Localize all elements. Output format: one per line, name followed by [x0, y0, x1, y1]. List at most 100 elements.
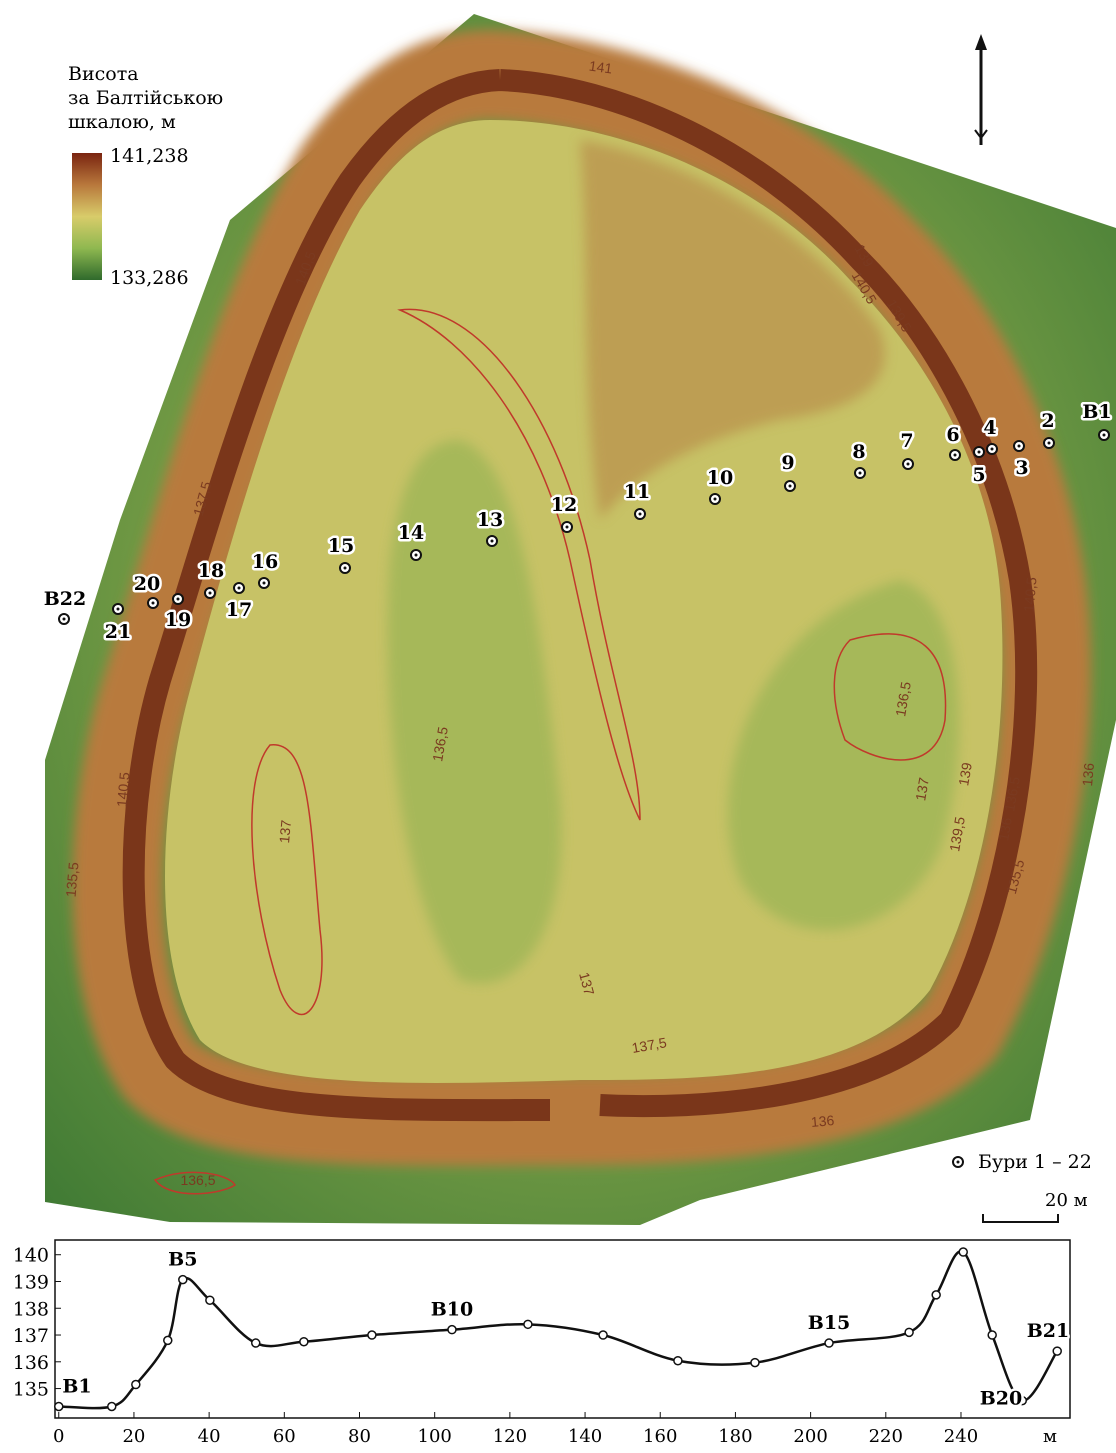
- profile-point: [1052, 1346, 1062, 1356]
- borehole-label: 17: [226, 599, 252, 621]
- profile-point: [131, 1379, 141, 1390]
- interior-low: [727, 580, 960, 931]
- contour-label: 137: [576, 970, 598, 997]
- contour-label: 140,5: [1021, 576, 1040, 613]
- map: 141139140,5139,5140,5137,5136,5136,51371…: [41, 14, 1116, 1225]
- borehole-center: [990, 447, 994, 451]
- point-label: В1: [62, 1375, 91, 1397]
- borehole-label: В22: [44, 588, 87, 610]
- profile-point: [54, 1401, 64, 1412]
- scale-bar: 20 м: [982, 1190, 1088, 1223]
- borehole-center: [953, 453, 957, 457]
- legend-title: за Балтійською: [68, 87, 223, 109]
- contour: [397, 308, 641, 821]
- borehole-center: [151, 601, 155, 605]
- x-tick-label: 240: [944, 1426, 978, 1447]
- profile-point: [205, 1295, 215, 1305]
- contour-label: 136,5: [180, 1172, 215, 1188]
- y-tick-label: 138: [13, 1298, 49, 1320]
- contour-label: 136: [810, 1112, 835, 1130]
- profile-point: [824, 1338, 834, 1348]
- contour-label: 139: [955, 761, 975, 787]
- profile-point: [163, 1335, 173, 1346]
- contour: [833, 633, 947, 761]
- x-axis-label: м: [1043, 1426, 1057, 1447]
- borehole-label: 14: [398, 522, 424, 544]
- x-tick-label: 120: [493, 1426, 527, 1447]
- contour-label: 137,5: [630, 1034, 667, 1056]
- borehole-center: [62, 617, 66, 621]
- legend-max: 141,238: [110, 145, 189, 167]
- profile-point: [673, 1355, 683, 1366]
- borehole-center: [977, 450, 981, 454]
- borehole-center: [176, 597, 180, 601]
- legend-min: 133,286: [110, 267, 189, 289]
- borehole-center: [1017, 444, 1021, 448]
- borehole-label: 8: [852, 441, 865, 463]
- y-tick-label: 137: [13, 1325, 49, 1347]
- x-tick-label: 140: [568, 1426, 602, 1447]
- profile-point: [178, 1274, 188, 1285]
- contour: [251, 744, 323, 1016]
- x-tick-label: 60: [273, 1426, 296, 1447]
- rampart-crest: [122, 69, 1038, 1122]
- borehole-center: [116, 607, 120, 611]
- contour-label: 137: [912, 776, 932, 802]
- y-tick-label: 136: [13, 1352, 49, 1374]
- profile-point: [1017, 1395, 1028, 1406]
- contour-label: 136,5: [1001, 775, 1023, 812]
- borehole-center: [858, 471, 862, 475]
- plot-frame: [54, 1239, 1071, 1419]
- x-tick-label: 20: [122, 1426, 145, 1447]
- x-tick-label: 80: [348, 1426, 371, 1447]
- borehole-center: [490, 539, 494, 543]
- profile-chart: 0 20 40 60 80 100 120 140 160 180 200 220 240 м 135 136…: [13, 1239, 1072, 1447]
- y-tick-label: 135: [13, 1379, 49, 1401]
- profile-point: [750, 1357, 760, 1368]
- borehole-label: 16: [252, 551, 278, 573]
- contour-label: 140,5: [114, 771, 133, 808]
- interior-low: [387, 440, 562, 984]
- borehole-center: [565, 525, 569, 529]
- borehole-label: 18: [198, 560, 224, 582]
- borehole-label: 6: [946, 424, 959, 446]
- contour-label: 137: [276, 819, 294, 844]
- legend: Висота за Балтійською шкалою, м 141,238 …: [68, 63, 223, 289]
- borehole-center: [343, 566, 347, 570]
- borehole-label: 15: [328, 535, 354, 557]
- borehole-label: 10: [707, 467, 733, 489]
- point-label: В5: [168, 1249, 197, 1271]
- borehole-label: 21: [105, 621, 131, 643]
- profile-point: [987, 1330, 997, 1340]
- legend-title: Висота: [68, 63, 139, 85]
- borehole-center: [414, 553, 418, 557]
- borehole-label: 11: [624, 481, 650, 503]
- x-tick-label: 100: [418, 1426, 452, 1447]
- color-ramp: [72, 153, 102, 280]
- x-tick-label: 220: [869, 1426, 903, 1447]
- profile-point: [598, 1330, 608, 1340]
- borehole-label: 4: [983, 417, 996, 439]
- borehole-label: 5: [972, 464, 985, 486]
- contour-label: 135,5: [63, 861, 82, 898]
- x-tick-label: 0: [53, 1426, 64, 1447]
- x-tick-label: 180: [718, 1426, 752, 1447]
- north-arrow: [974, 34, 988, 145]
- borehole-label: 9: [781, 452, 794, 474]
- profile-point: [904, 1327, 914, 1338]
- profile-point: [299, 1336, 309, 1347]
- borehole-center: [1047, 441, 1051, 445]
- y-tick-label: 139: [13, 1271, 49, 1293]
- borehole-center: [262, 581, 266, 585]
- borehole-label: 12: [551, 494, 577, 516]
- profile-point: [447, 1324, 457, 1335]
- point-label: В15: [808, 1312, 851, 1334]
- borehole-legend: Бури 1 – 22: [952, 1151, 1092, 1173]
- borehole-center: [1102, 433, 1106, 437]
- interior-high: [580, 140, 886, 520]
- scale-label: 20 м: [1045, 1190, 1088, 1211]
- point-label: В20: [980, 1388, 1023, 1410]
- profile-point: [523, 1319, 533, 1330]
- borehole-center: [208, 591, 212, 595]
